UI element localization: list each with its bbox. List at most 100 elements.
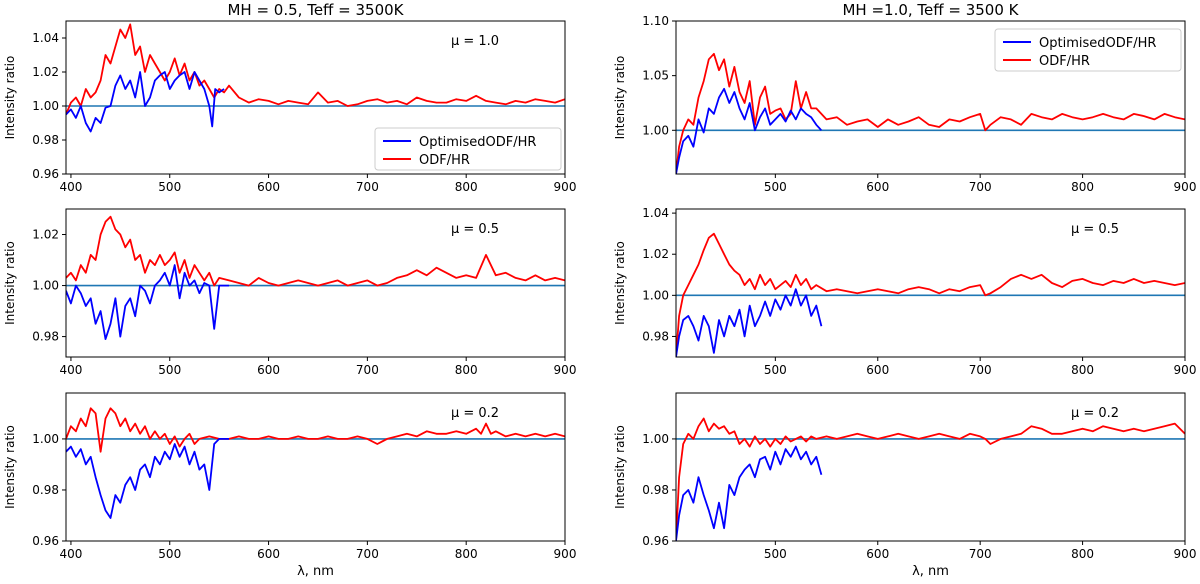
legend-box	[994, 28, 1182, 72]
y-axis-label: Intensity ratio	[3, 241, 17, 325]
y-tick-label: 1.00	[642, 123, 669, 137]
legend: OptimisedODF/HR ODF/HR	[374, 127, 562, 171]
plot-frame	[675, 20, 1186, 175]
legend-entry-odf: ODF/HR	[419, 153, 470, 168]
x-tick-label: 400	[59, 547, 82, 561]
y-tick-label: 1.00	[32, 432, 59, 446]
x-tick-label: 800	[455, 180, 478, 194]
mu-annotation: μ = 0.2	[1071, 406, 1119, 421]
legend-entry-optimised: OptimisedODF/HR	[1039, 36, 1156, 51]
plot-frame	[675, 392, 1186, 542]
series-line-optimised	[676, 87, 823, 174]
x-tick-label: 600	[257, 547, 280, 561]
y-axis-label: Intensity ratio	[3, 425, 17, 509]
y-tick-label: 1.10	[642, 14, 669, 28]
x-tick-label: 500	[158, 547, 181, 561]
x-axis-label: λ, nm	[912, 564, 949, 579]
y-axis-label: Intensity ratio	[3, 56, 17, 140]
series-line-odf	[66, 407, 565, 453]
series-line-odf	[676, 417, 1185, 541]
x-tick-label: 800	[455, 547, 478, 561]
y-tick-label: 0.98	[32, 330, 59, 344]
y-tick-label: 1.04	[32, 31, 59, 45]
panel-p-right-mu02: 500 600 700 800 900 0.96 0.98 1.00 Intensity rat…	[613, 392, 1197, 579]
panel-p-left-mu02: 400 500 600 700 800 900 0.96 0.98 1.00 Intensity …	[3, 392, 577, 579]
y-tick-label: 0.98	[642, 483, 669, 497]
mu-annotation: μ = 1.0	[451, 34, 499, 49]
y-tick-label: 1.02	[32, 65, 59, 79]
x-axis-label: λ, nm	[297, 564, 334, 579]
y-tick-label: 1.00	[32, 99, 59, 113]
legend-box	[374, 127, 562, 171]
x-tick-label: 700	[356, 180, 379, 194]
x-tick-label: 900	[554, 547, 577, 561]
x-tick-label: 700	[969, 180, 992, 194]
y-tick-label: 1.05	[642, 69, 669, 83]
panel-p-right-mu05: 500 600 700 800 900 0.98 1.00 1.02 1.04 Intensity…	[613, 206, 1196, 377]
mu-annotation: μ = 0.5	[451, 222, 499, 237]
legend: OptimisedODF/HR ODF/HR	[994, 28, 1182, 72]
plot-frame	[65, 208, 566, 358]
x-tick-label: 600	[257, 180, 280, 194]
panel-p-right-mu10: 500 600 700 800 900 1.00 1.05 1.10 Intensity rat…	[613, 14, 1196, 194]
y-tick-label: 0.98	[642, 329, 669, 343]
series-line-optimised	[66, 264, 229, 341]
x-tick-label: 600	[257, 363, 280, 377]
series-line-optimised	[676, 288, 823, 357]
x-tick-label: 800	[1071, 180, 1094, 194]
legend-entry-odf: ODF/HR	[1039, 54, 1090, 69]
y-tick-label: 1.04	[642, 206, 669, 220]
legend-entry-optimised: OptimisedODF/HR	[419, 135, 536, 150]
plot-frame	[65, 20, 566, 175]
series-line-odf	[66, 215, 565, 287]
series-line-odf	[676, 52, 1185, 174]
x-tick-label: 700	[356, 547, 379, 561]
y-tick-label: 1.00	[642, 288, 669, 302]
y-axis-label: Intensity ratio	[613, 56, 627, 140]
x-tick-label: 600	[866, 363, 889, 377]
y-tick-label: 1.00	[642, 432, 669, 446]
panel-p-left-mu05: 400 500 600 700 800 900 0.98 1.00 1.02 Intensity …	[3, 208, 577, 377]
mu-annotation: μ = 0.2	[451, 406, 499, 421]
series-line-optimised	[66, 437, 229, 519]
x-tick-label: 900	[1174, 547, 1197, 561]
column-title-2: MH =1.0, Teff = 3500 K	[842, 1, 1019, 19]
x-tick-label: 700	[969, 547, 992, 561]
y-tick-label: 1.02	[32, 228, 59, 242]
x-tick-label: 900	[554, 363, 577, 377]
x-tick-label: 500	[764, 363, 787, 377]
x-tick-label: 500	[158, 180, 181, 194]
x-tick-label: 500	[158, 363, 181, 377]
plot-frame	[65, 392, 566, 542]
series-line-odf	[676, 232, 1185, 357]
x-tick-label: 800	[1071, 547, 1094, 561]
series-line-odf	[66, 23, 565, 115]
y-tick-label: 0.98	[32, 133, 59, 147]
y-tick-label: 0.96	[32, 534, 59, 548]
x-tick-label: 600	[866, 180, 889, 194]
x-tick-label: 900	[1174, 180, 1197, 194]
y-tick-label: 0.96	[642, 534, 669, 548]
x-tick-label: 900	[554, 180, 577, 194]
y-axis-label: Intensity ratio	[613, 425, 627, 509]
plot-frame	[675, 208, 1186, 358]
y-tick-label: 0.96	[32, 167, 59, 181]
x-tick-label: 700	[356, 363, 379, 377]
series-line-optimised	[66, 71, 225, 133]
x-tick-label: 400	[59, 363, 82, 377]
x-tick-label: 500	[764, 547, 787, 561]
y-axis-label: Intensity ratio	[613, 241, 627, 325]
y-tick-label: 1.00	[32, 279, 59, 293]
column-title-1: MH = 0.5, Teff = 3500K	[227, 1, 404, 19]
y-tick-label: 1.02	[642, 247, 669, 261]
x-tick-label: 800	[1071, 363, 1094, 377]
x-tick-label: 700	[969, 363, 992, 377]
panel-p-left-mu10: 400 500 600 700 800 900 0.96 0.98 1.00 1.02 1.04 In…	[3, 20, 577, 194]
x-tick-label: 800	[455, 363, 478, 377]
x-tick-label: 500	[764, 180, 787, 194]
x-tick-label: 900	[1174, 363, 1197, 377]
x-tick-label: 600	[866, 547, 889, 561]
y-tick-label: 0.98	[32, 483, 59, 497]
x-tick-label: 400	[59, 180, 82, 194]
